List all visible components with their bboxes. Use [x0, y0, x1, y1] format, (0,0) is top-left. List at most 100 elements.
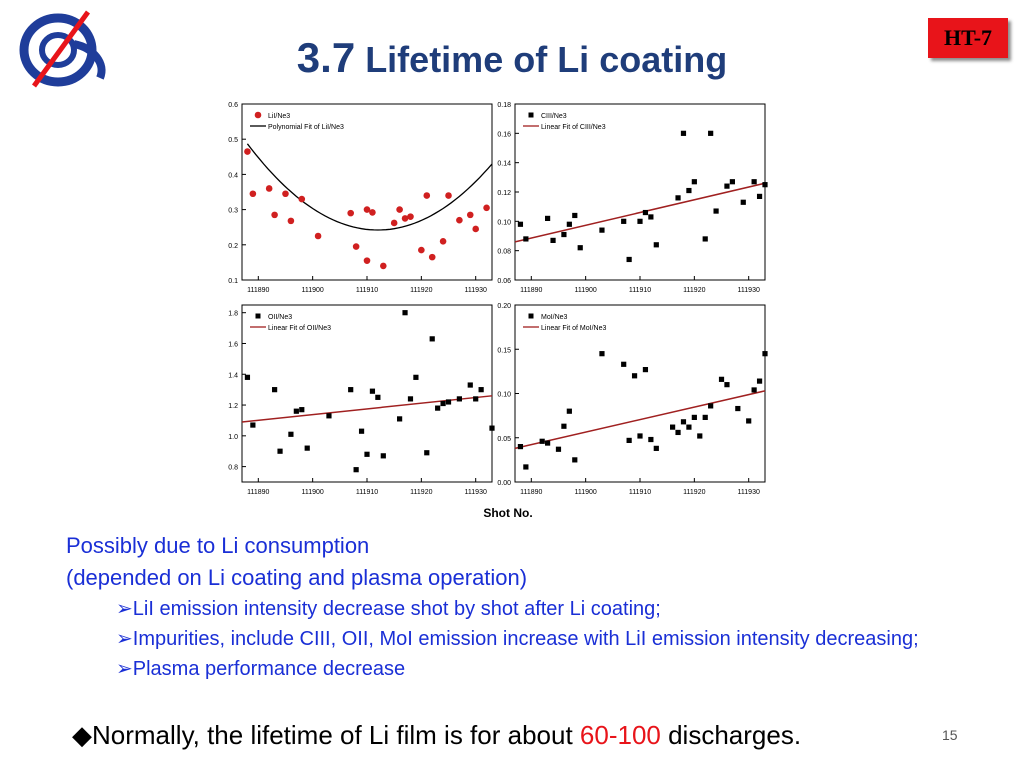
legend-marker	[255, 313, 261, 319]
conclusion-after: discharges.	[660, 720, 802, 750]
plot-frame	[514, 103, 766, 281]
data-point	[756, 378, 763, 384]
fit-line	[514, 182, 766, 243]
data-point	[599, 227, 605, 233]
x-tick-label: 111910	[356, 489, 378, 496]
data-point	[282, 190, 289, 198]
x-tick-label: 111890	[520, 489, 542, 496]
data-point	[555, 446, 562, 452]
data-point	[762, 182, 768, 188]
data-point	[572, 212, 578, 219]
y-tick-label: 0.08	[497, 249, 511, 256]
data-point	[435, 405, 441, 411]
data-point	[424, 450, 430, 456]
data-point	[244, 374, 251, 380]
y-tick-label: 0.06	[497, 278, 511, 285]
conclusion-before: Normally, the lifetime of Li film is for…	[92, 720, 580, 750]
data-point	[751, 179, 757, 185]
page-title: 3.7 Lifetime of Li coating	[0, 34, 1024, 82]
y-tick-label: 0.5	[228, 137, 238, 144]
diamond-bullet-icon: ◆	[72, 720, 92, 750]
data-point	[304, 445, 310, 451]
data-point	[265, 185, 273, 192]
legend-label: Linear Fit of OII/Ne3	[268, 325, 331, 332]
note-bullet-text: Impurities, include CIII, OII, MoI emiss…	[132, 628, 919, 650]
y-tick-label: 0.10	[497, 219, 511, 226]
data-point	[550, 237, 556, 243]
data-point	[249, 190, 257, 198]
data-point	[423, 192, 431, 199]
title-number: 3.7	[296, 34, 356, 81]
data-point	[713, 208, 719, 214]
conclusion-highlight: 60-100	[579, 720, 661, 750]
data-point	[680, 130, 687, 136]
y-tick-label: 0.05	[497, 436, 511, 443]
data-point	[751, 387, 757, 393]
legend-marker	[528, 112, 534, 118]
data-point	[523, 464, 529, 470]
data-point	[467, 382, 473, 388]
data-point	[277, 448, 283, 454]
data-point	[352, 243, 360, 250]
data-point	[353, 467, 359, 473]
note-bullet-text: LiI emission intensity decrease shot by …	[132, 598, 661, 620]
note-bullet-text: Plasma performance decrease	[132, 658, 406, 680]
fit-curve	[246, 143, 493, 231]
x-tick-label: 111920	[683, 489, 705, 496]
legend-label: Polynomial Fit of LiI/Ne3	[268, 124, 344, 131]
y-tick-label: 1.6	[228, 341, 238, 348]
chart-panel-4: 0.00 0.05 0.10 0.15 0.20 111890 111900 111910 11…	[497, 303, 768, 496]
data-point	[445, 399, 452, 405]
y-tick-label: 1.0	[228, 434, 238, 441]
data-point	[466, 211, 474, 219]
data-point	[347, 209, 354, 217]
data-point	[566, 408, 572, 414]
legend-marker	[254, 111, 262, 119]
data-point	[637, 433, 643, 439]
data-point	[675, 429, 681, 436]
data-point	[686, 187, 692, 194]
data-point	[390, 219, 398, 227]
x-tick-label: 111910	[629, 287, 651, 294]
x-tick-label: 111890	[247, 287, 269, 294]
x-axis-label: Shot No.	[483, 506, 532, 520]
x-tick-label: 111910	[356, 287, 378, 294]
data-point	[626, 437, 632, 444]
x-tick-label: 111920	[410, 287, 432, 294]
x-tick-label: 111910	[629, 489, 651, 496]
data-point	[642, 209, 649, 216]
x-tick-label: 111920	[683, 287, 705, 294]
charts-area: 0.1 0.2 0.3 0.4 0.5 0.6 111890 111900 111910 1119…	[228, 102, 768, 520]
data-point	[697, 433, 703, 439]
x-tick-label: 111900	[574, 489, 596, 496]
y-tick-label: 0.8	[228, 465, 238, 472]
y-tick-label: 0.00	[497, 480, 511, 487]
data-point	[358, 428, 365, 434]
data-point	[637, 218, 643, 224]
data-point	[314, 232, 322, 240]
y-tick-label: 0.10	[497, 392, 511, 399]
ht7-badge: HT-7	[928, 18, 1008, 58]
data-point	[348, 387, 354, 393]
data-point	[621, 361, 627, 367]
data-point	[375, 394, 381, 400]
data-point	[545, 215, 551, 221]
y-tick-label: 0.2	[228, 243, 238, 250]
data-point	[456, 216, 463, 224]
data-point	[413, 374, 419, 380]
data-point	[271, 211, 278, 219]
x-tick-label: 111900	[574, 287, 596, 294]
data-point	[369, 388, 376, 394]
data-point	[539, 438, 545, 444]
data-point	[577, 245, 583, 251]
data-point	[680, 419, 687, 425]
data-point	[456, 396, 462, 402]
data-point	[250, 422, 256, 428]
data-point	[396, 206, 403, 213]
data-point	[402, 310, 408, 316]
legend-label: Linear Fit of CIII/Ne3	[541, 124, 606, 131]
x-tick-label: 111920	[410, 489, 432, 496]
data-point	[653, 242, 659, 248]
data-point	[702, 236, 708, 242]
note-bullet-2: ➢Impurities, include CIII, OII, MoI emis…	[66, 624, 966, 654]
